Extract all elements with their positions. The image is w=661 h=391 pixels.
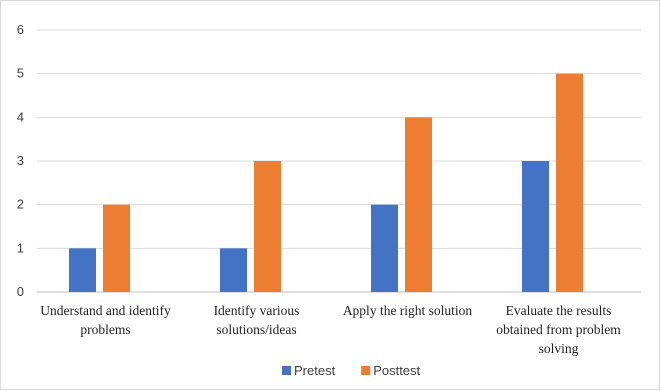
x-category-label: Understand and identify [40,303,171,318]
x-category-label: Identify various [214,303,300,318]
x-category-label: solutions/ideas [216,322,296,337]
y-tick-label: 5 [17,66,24,81]
y-tick-label: 0 [17,284,24,299]
bar-pretest [522,161,549,292]
bar-posttest [103,204,130,292]
legend-label: Posttest [373,363,420,378]
legend-swatch-pretest [282,366,291,375]
legend-label: Pretest [294,363,336,378]
x-category-label: solving [539,341,579,356]
y-tick-label: 4 [17,109,24,124]
y-tick-label: 1 [17,240,24,255]
bar-pretest [69,248,96,292]
y-tick-label: 6 [17,22,24,37]
y-tick-label: 2 [17,197,24,212]
bar-pretest [220,248,247,292]
y-tick-label: 3 [17,153,24,168]
legend-swatch-posttest [361,366,371,375]
bar-posttest [254,161,281,292]
x-category-label: obtained from problem [496,322,621,337]
x-category-label: problems [80,322,130,337]
bar-pretest [371,204,398,292]
bar-posttest [405,117,432,292]
bar-posttest [556,73,583,293]
x-category-label: Evaluate the results [506,303,612,318]
x-category-label: Apply the right solution [343,303,473,318]
